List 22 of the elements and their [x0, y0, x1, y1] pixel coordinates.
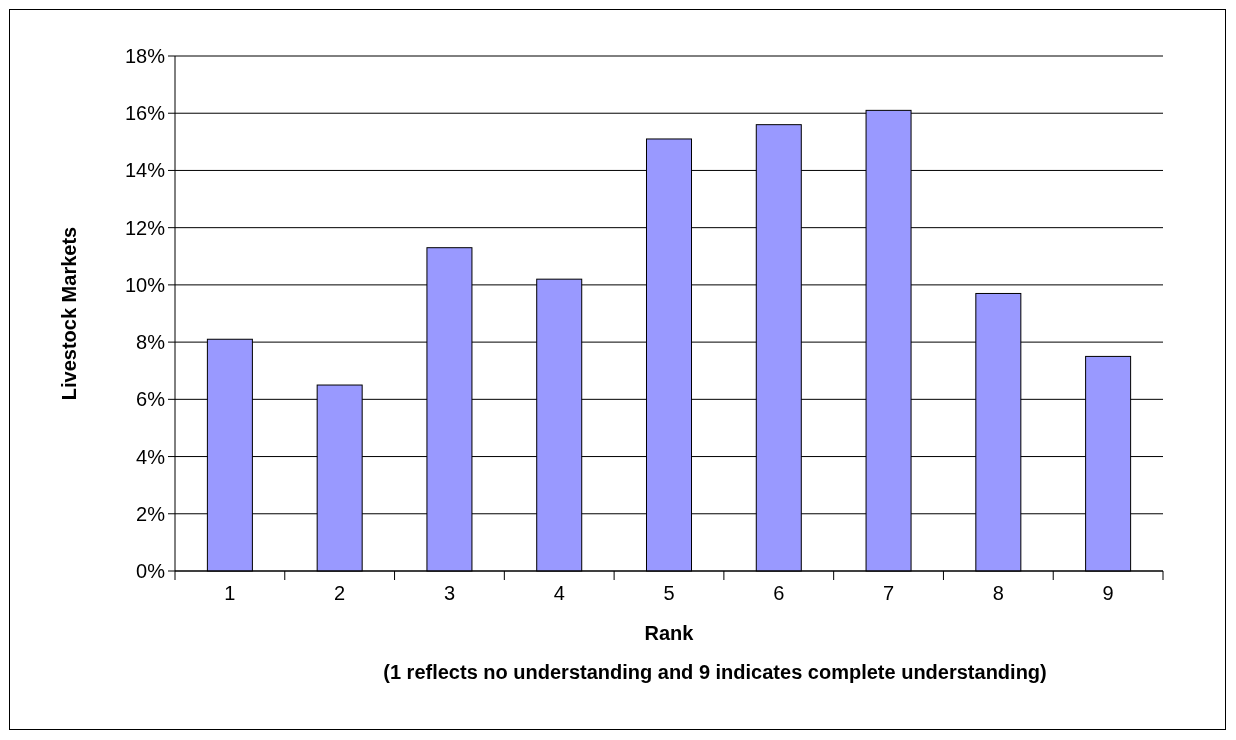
x-tick-label: 1: [224, 582, 236, 604]
y-tick-label: 0%: [136, 560, 166, 582]
y-tick-label: 8%: [136, 331, 166, 354]
x-axis-title: Rank: [644, 622, 695, 644]
x-tick-label: 6: [773, 582, 785, 604]
x-tick-label: 9: [1102, 582, 1114, 604]
x-tick-label: 4: [553, 582, 565, 604]
x-tick-label: 3: [443, 582, 456, 604]
y-tick-label: 2%: [136, 502, 166, 525]
x-tick-label: 7: [882, 582, 895, 604]
y-tick-label: 16%: [124, 102, 166, 125]
x-tick-label: 2: [334, 582, 346, 604]
y-tick-label: 4%: [136, 445, 166, 468]
text: (1 reflects no understanding and 9 indicates complete understanding): [383, 661, 1047, 683]
y-tick-label: 6%: [136, 388, 166, 411]
y-tick-label: 14%: [124, 159, 166, 182]
y-tick-label: 12%: [124, 216, 166, 239]
y-tick-label: 18%: [124, 45, 166, 67]
y-tick-label: 10%: [124, 273, 166, 296]
y-axis-title: Livestock Markets: [58, 226, 80, 401]
x-tick-label: 5: [663, 582, 675, 604]
x-tick-label: 8: [992, 582, 1004, 604]
